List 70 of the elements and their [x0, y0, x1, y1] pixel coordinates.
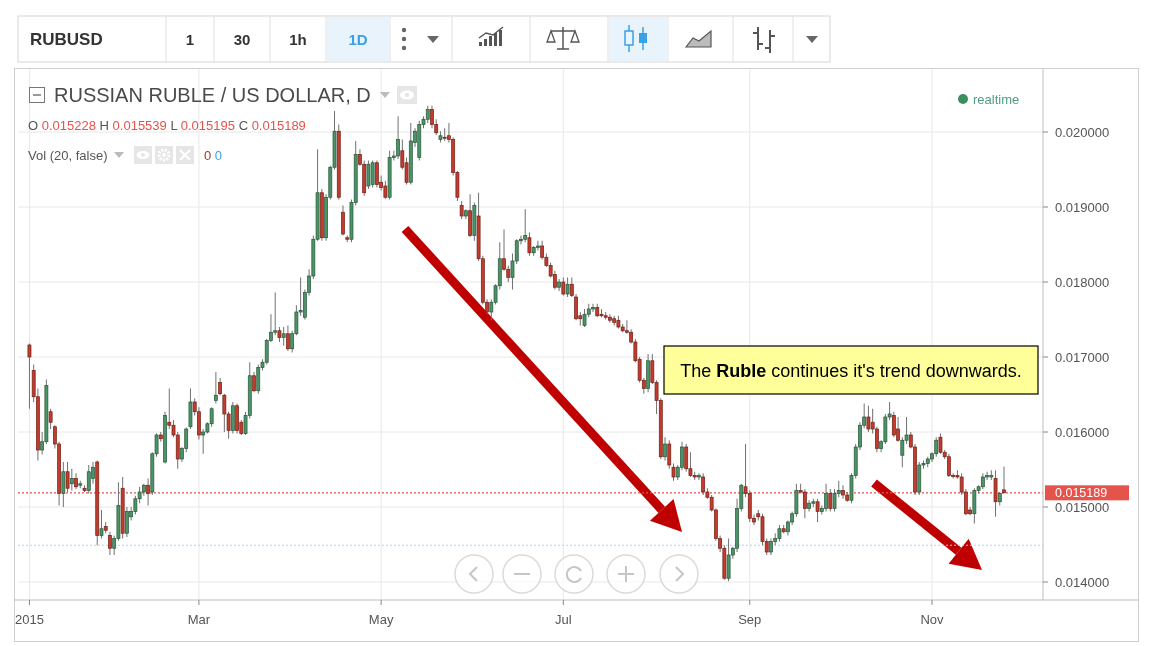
candlestick [828, 488, 833, 512]
candlestick [341, 205, 345, 236]
candlestick [286, 325, 290, 352]
candlestick [430, 105, 434, 129]
candlestick [99, 509, 104, 539]
candlestick [252, 371, 256, 393]
candlestick [891, 411, 896, 438]
annotation: realtime [973, 92, 1020, 107]
candlestick [701, 472, 706, 496]
candlestick [697, 472, 701, 481]
annotation: O 0.015228 H 0.015539 L 0.015195 C 0.015189 [28, 118, 306, 133]
ref-line-label: 0.015189 [1055, 485, 1108, 500]
x-tick-label: Nov [920, 612, 945, 627]
text: 1h [289, 31, 307, 48]
candlestick [396, 115, 400, 160]
candlestick [947, 453, 951, 478]
y-tick-label: 0.019000 [1055, 199, 1110, 215]
candlestick [591, 303, 595, 313]
candlestick [69, 468, 74, 491]
candlestick [61, 461, 66, 508]
x-tick-label: Sep [738, 612, 762, 627]
candlestick [523, 208, 528, 243]
candlestick [866, 405, 871, 433]
candlestick [896, 416, 900, 443]
candlestick [370, 160, 375, 188]
candlestick [663, 436, 667, 461]
text: RUSSIAN RUBLE / US DOLLAR, D [54, 84, 371, 106]
candlestick [536, 240, 540, 251]
candlestick [993, 469, 998, 518]
y-tick-label: 0.015000 [1055, 499, 1110, 515]
text: 30 [233, 31, 251, 48]
y-tick-label: 0.014000 [1055, 574, 1110, 590]
y-tick-label: 0.020000 [1055, 124, 1110, 140]
candlestick [934, 436, 939, 458]
annotation: Vol (20, false) [28, 148, 108, 163]
candlestick [807, 499, 811, 512]
candlestick [65, 461, 70, 493]
candlestick [108, 531, 112, 556]
candlestick [938, 433, 943, 455]
candlestick [214, 371, 218, 404]
candlestick [1002, 466, 1006, 494]
annotation: 0 0 [204, 148, 223, 163]
candlestick [684, 443, 689, 473]
candlestick [824, 483, 828, 512]
x-tick-label: Mar [187, 612, 211, 627]
y-tick-label: 0.016000 [1055, 424, 1110, 440]
candlestick [125, 506, 129, 538]
x-tick-label: May [368, 612, 394, 627]
candlestick [608, 313, 612, 323]
annotation: The Ruble continues it's trend downwards. [680, 361, 1022, 381]
candlestick [802, 488, 807, 519]
candlestick [281, 326, 286, 347]
y-tick-label: 0.017000 [1055, 349, 1110, 365]
candlestick [27, 343, 32, 410]
candlestick [146, 478, 150, 506]
text: 1D [348, 31, 368, 48]
candlestick [375, 160, 379, 188]
candlestick [972, 487, 977, 524]
text: 1 [185, 31, 195, 48]
text: RUBUSD [30, 30, 103, 49]
x-tick-label: Jul [555, 612, 572, 627]
y-tick-label: 0.018000 [1055, 274, 1110, 290]
candlestick [48, 408, 53, 430]
candlestick [815, 498, 820, 523]
candlestick [366, 160, 371, 190]
candlestick [256, 364, 261, 395]
candlestick [565, 277, 570, 298]
candlestick [841, 484, 845, 500]
candlestick [726, 538, 731, 582]
x-tick-label: 2015 [14, 612, 44, 627]
